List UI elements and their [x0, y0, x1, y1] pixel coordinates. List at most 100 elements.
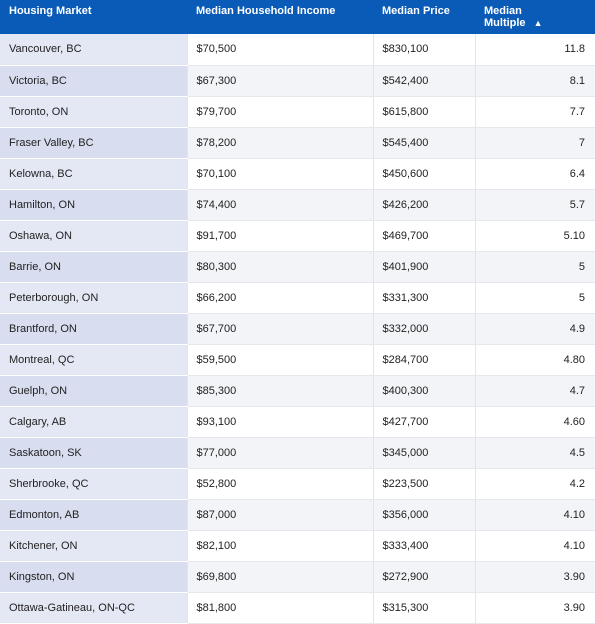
cell-median-price: $332,000: [372, 313, 475, 345]
cell-median-household-income: $93,100: [186, 406, 373, 438]
cell-median-price: $400,300: [372, 375, 475, 407]
cell-housing-market: Edmonton, AB: [0, 499, 187, 531]
cell-housing-market: Hamilton, ON: [0, 189, 187, 221]
column-header-housing-market[interactable]: Housing Market: [0, 0, 187, 34]
cell-median-price: $401,900: [372, 251, 475, 283]
cell-median-price: $356,000: [372, 499, 475, 531]
cell-median-multiple: 7.7: [474, 96, 595, 128]
table-row: Sherbrooke, QC $52,800 $223,500 4.2: [0, 468, 595, 500]
cell-median-household-income: $70,500: [186, 34, 373, 66]
table-row: Oshawa, ON $91,700 $469,700 5.10: [0, 220, 595, 252]
cell-median-price: $315,300: [372, 592, 475, 624]
cell-median-price: $331,300: [372, 282, 475, 314]
header-row: Housing Market Median Household Income M…: [0, 0, 595, 34]
cell-median-household-income: $66,200: [186, 282, 373, 314]
cell-median-household-income: $67,700: [186, 313, 373, 345]
sort-arrow-up-icon[interactable]: ▲: [533, 18, 543, 28]
table-row: Fraser Valley, BC $78,200 $545,400 7: [0, 127, 595, 159]
cell-median-multiple: 5.7: [474, 189, 595, 221]
column-header-median-price[interactable]: Median Price: [373, 0, 475, 34]
cell-median-price: $272,900: [372, 561, 475, 593]
cell-median-multiple: 4.9: [474, 313, 595, 345]
cell-median-price: $333,400: [372, 530, 475, 562]
table-row: Hamilton, ON $74,400 $426,200 5.7: [0, 189, 595, 221]
cell-median-household-income: $79,700: [186, 96, 373, 128]
cell-median-price: $450,600: [372, 158, 475, 190]
cell-median-multiple: 5: [474, 282, 595, 314]
table-row: Vancouver, BC $70,500 $830,100 11.8: [0, 34, 595, 66]
cell-housing-market: Kitchener, ON: [0, 530, 187, 562]
cell-median-household-income: $74,400: [186, 189, 373, 221]
cell-median-price: $223,500: [372, 468, 475, 500]
cell-housing-market: Vancouver, BC: [0, 34, 187, 66]
cell-median-household-income: $80,300: [186, 251, 373, 283]
column-header-median-multiple[interactable]: Median Multiple ▲: [475, 0, 595, 34]
cell-median-multiple: 4.7: [474, 375, 595, 407]
table-row: Kingston, ON $69,800 $272,900 3.90: [0, 561, 595, 593]
table-header: Housing Market Median Household Income M…: [0, 0, 595, 34]
cell-median-price: $427,700: [372, 406, 475, 438]
table-body: Vancouver, BC $70,500 $830,100 11.8 Victoria…: [0, 34, 595, 624]
cell-median-household-income: $81,800: [186, 592, 373, 624]
table-row: Ottawa-Gatineau, ON-QC $81,800 $315,300 3.9…: [0, 592, 595, 624]
table-row: Saskatoon, SK $77,000 $345,000 4.5: [0, 437, 595, 469]
cell-median-multiple: 4.2: [474, 468, 595, 500]
table-row: Kelowna, BC $70,100 $450,600 6.4: [0, 158, 595, 190]
cell-housing-market: Oshawa, ON: [0, 220, 187, 252]
table-row: Montreal, QC $59,500 $284,700 4.80: [0, 344, 595, 376]
cell-housing-market: Kelowna, BC: [0, 158, 187, 190]
cell-median-household-income: $78,200: [186, 127, 373, 159]
table-row: Kitchener, ON $82,100 $333,400 4.10: [0, 530, 595, 562]
cell-median-multiple: 4.10: [474, 499, 595, 531]
cell-housing-market: Kingston, ON: [0, 561, 187, 593]
table-row: Victoria, BC $67,300 $542,400 8.1: [0, 65, 595, 97]
cell-median-price: $830,100: [372, 34, 475, 66]
cell-median-price: $345,000: [372, 437, 475, 469]
cell-median-multiple: 5.10: [474, 220, 595, 252]
cell-median-household-income: $87,000: [186, 499, 373, 531]
cell-housing-market: Brantford, ON: [0, 313, 187, 345]
table-row: Brantford, ON $67,700 $332,000 4.9: [0, 313, 595, 345]
cell-median-household-income: $70,100: [186, 158, 373, 190]
cell-median-multiple: 8.1: [474, 65, 595, 97]
cell-housing-market: Fraser Valley, BC: [0, 127, 187, 159]
cell-median-price: $615,800: [372, 96, 475, 128]
cell-housing-market: Montreal, QC: [0, 344, 187, 376]
cell-housing-market: Peterborough, ON: [0, 282, 187, 314]
cell-housing-market: Victoria, BC: [0, 65, 187, 97]
column-header-label-line1: Median: [484, 5, 522, 17]
cell-median-household-income: $82,100: [186, 530, 373, 562]
cell-housing-market: Toronto, ON: [0, 96, 187, 128]
cell-median-household-income: $59,500: [186, 344, 373, 376]
cell-median-multiple: 7: [474, 127, 595, 159]
cell-housing-market: Barrie, ON: [0, 251, 187, 283]
cell-housing-market: Sherbrooke, QC: [0, 468, 187, 500]
cell-median-multiple: 4.80: [474, 344, 595, 376]
table-row: Calgary, AB $93,100 $427,700 4.60: [0, 406, 595, 438]
cell-median-household-income: $67,300: [186, 65, 373, 97]
cell-median-multiple: 6.4: [474, 158, 595, 190]
cell-median-multiple: 4.10: [474, 530, 595, 562]
column-header-label: Housing Market: [9, 5, 92, 17]
cell-median-price: $284,700: [372, 344, 475, 376]
cell-housing-market: Calgary, AB: [0, 406, 187, 438]
cell-median-multiple: 11.8: [474, 34, 595, 66]
cell-median-price: $469,700: [372, 220, 475, 252]
column-header-label: Median Household Income: [196, 5, 336, 17]
table-row: Toronto, ON $79,700 $615,800 7.7: [0, 96, 595, 128]
table-row: Peterborough, ON $66,200 $331,300 5: [0, 282, 595, 314]
cell-median-multiple: 3.90: [474, 561, 595, 593]
column-header-label: Median Price: [382, 5, 450, 17]
cell-median-household-income: $69,800: [186, 561, 373, 593]
cell-median-price: $542,400: [372, 65, 475, 97]
table-row: Barrie, ON $80,300 $401,900 5: [0, 251, 595, 283]
column-header-median-household-income[interactable]: Median Household Income: [187, 0, 373, 34]
cell-median-price: $545,400: [372, 127, 475, 159]
cell-median-household-income: $85,300: [186, 375, 373, 407]
cell-median-household-income: $91,700: [186, 220, 373, 252]
table-row: Edmonton, AB $87,000 $356,000 4.10: [0, 499, 595, 531]
cell-median-household-income: $52,800: [186, 468, 373, 500]
table-row: Guelph, ON $85,300 $400,300 4.7: [0, 375, 595, 407]
cell-housing-market: Ottawa-Gatineau, ON-QC: [0, 592, 187, 624]
